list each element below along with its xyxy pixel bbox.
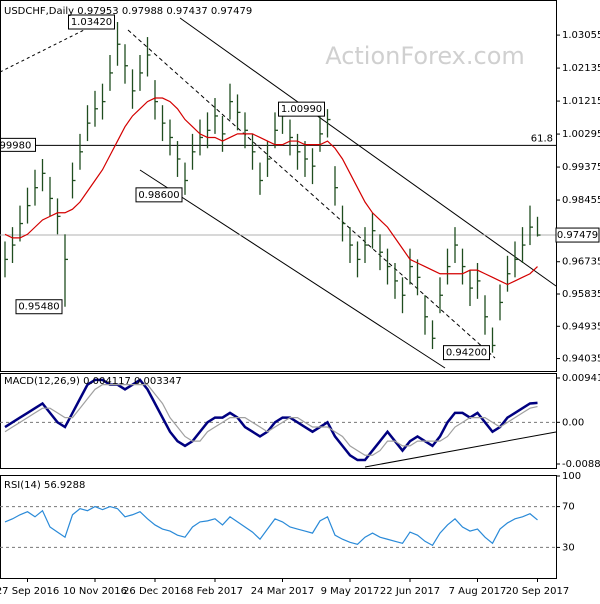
annotation-box xyxy=(15,299,63,315)
level-tag: 61.8 xyxy=(531,133,553,144)
channel-line xyxy=(179,17,557,287)
level-box xyxy=(0,137,36,152)
y-tick-label: 1.02135 xyxy=(562,63,600,74)
series-line xyxy=(4,384,538,456)
x-tick-label: 8 Feb 2017 xyxy=(187,586,243,597)
panel-title: RSI(14) 56.9288 xyxy=(4,480,85,491)
y-tick-label: 1.03055 xyxy=(562,30,600,41)
x-tick-label: 22 Jun 2017 xyxy=(380,586,440,597)
annotation-label: 1.03420 xyxy=(71,17,112,28)
y-tick-label: 30 xyxy=(562,542,575,553)
series-line xyxy=(4,378,538,462)
rsi-panel xyxy=(0,475,557,579)
y-tick-label: 0.98455 xyxy=(562,195,600,206)
watermark: ActionForex.com xyxy=(325,42,525,70)
y-tick-label: 0.94935 xyxy=(562,321,600,332)
level-label: 0.99980 xyxy=(0,140,31,151)
annotation-box xyxy=(68,14,115,30)
x-tick-label: 24 Mar 2017 xyxy=(251,586,314,597)
x-tick-label: 27 Sep 2016 xyxy=(0,586,59,597)
plot-layer: 1.03055 1.02135 1.01215 1.00295 0.99375 0.984… xyxy=(0,6,600,597)
trend-line xyxy=(364,431,557,468)
series-line xyxy=(4,97,538,286)
panel-title: USDCHF,Daily 0.97953 0.97988 0.97437 0.9… xyxy=(4,6,252,17)
annotation-label: 0.98600 xyxy=(138,190,179,201)
y-tick-label: 0.99375 xyxy=(562,162,600,173)
x-tick-label: 26 Dec 2016 xyxy=(123,586,187,597)
last-price-box xyxy=(555,227,600,243)
annotation-box xyxy=(278,101,325,117)
y-tick-label: 0.96735 xyxy=(562,257,600,268)
macd-panel xyxy=(0,373,557,469)
annotation-box xyxy=(443,345,490,361)
y-tick-label: 0.94035 xyxy=(562,354,600,365)
last-price-label: 0.97479 xyxy=(557,230,598,241)
annotation-box xyxy=(135,187,183,203)
y-tick-label: 0.95835 xyxy=(562,289,600,300)
series-line xyxy=(4,505,538,547)
y-tick-label: 1.00295 xyxy=(562,129,600,140)
panel-title: MACD(12,26,9) 0.004117 0.003347 xyxy=(4,376,182,387)
x-tick-label: 9 May 2017 xyxy=(321,586,380,597)
annotation-label: 1.00990 xyxy=(281,104,322,115)
y-tick-label: 0.00 xyxy=(562,417,584,428)
y-tick-label: 70 xyxy=(562,502,575,513)
x-tick-label: 7 Aug 2017 xyxy=(449,586,507,597)
trend-line xyxy=(127,29,496,359)
y-tick-label: 0.009411 xyxy=(562,373,600,384)
x-tick-label: 10 Nov 2016 xyxy=(63,586,127,597)
trend-line xyxy=(0,17,109,73)
y-tick-label: 100 xyxy=(562,471,581,482)
annotation-label: 0.95480 xyxy=(18,302,59,313)
y-tick-label: 1.01215 xyxy=(562,96,600,107)
annotation-label: 0.94200 xyxy=(446,348,487,359)
channel-line xyxy=(139,169,446,369)
price-panel xyxy=(0,0,557,372)
x-tick-label: 20 Sep 2017 xyxy=(506,586,569,597)
y-tick-label: -0.00885 xyxy=(562,459,600,470)
